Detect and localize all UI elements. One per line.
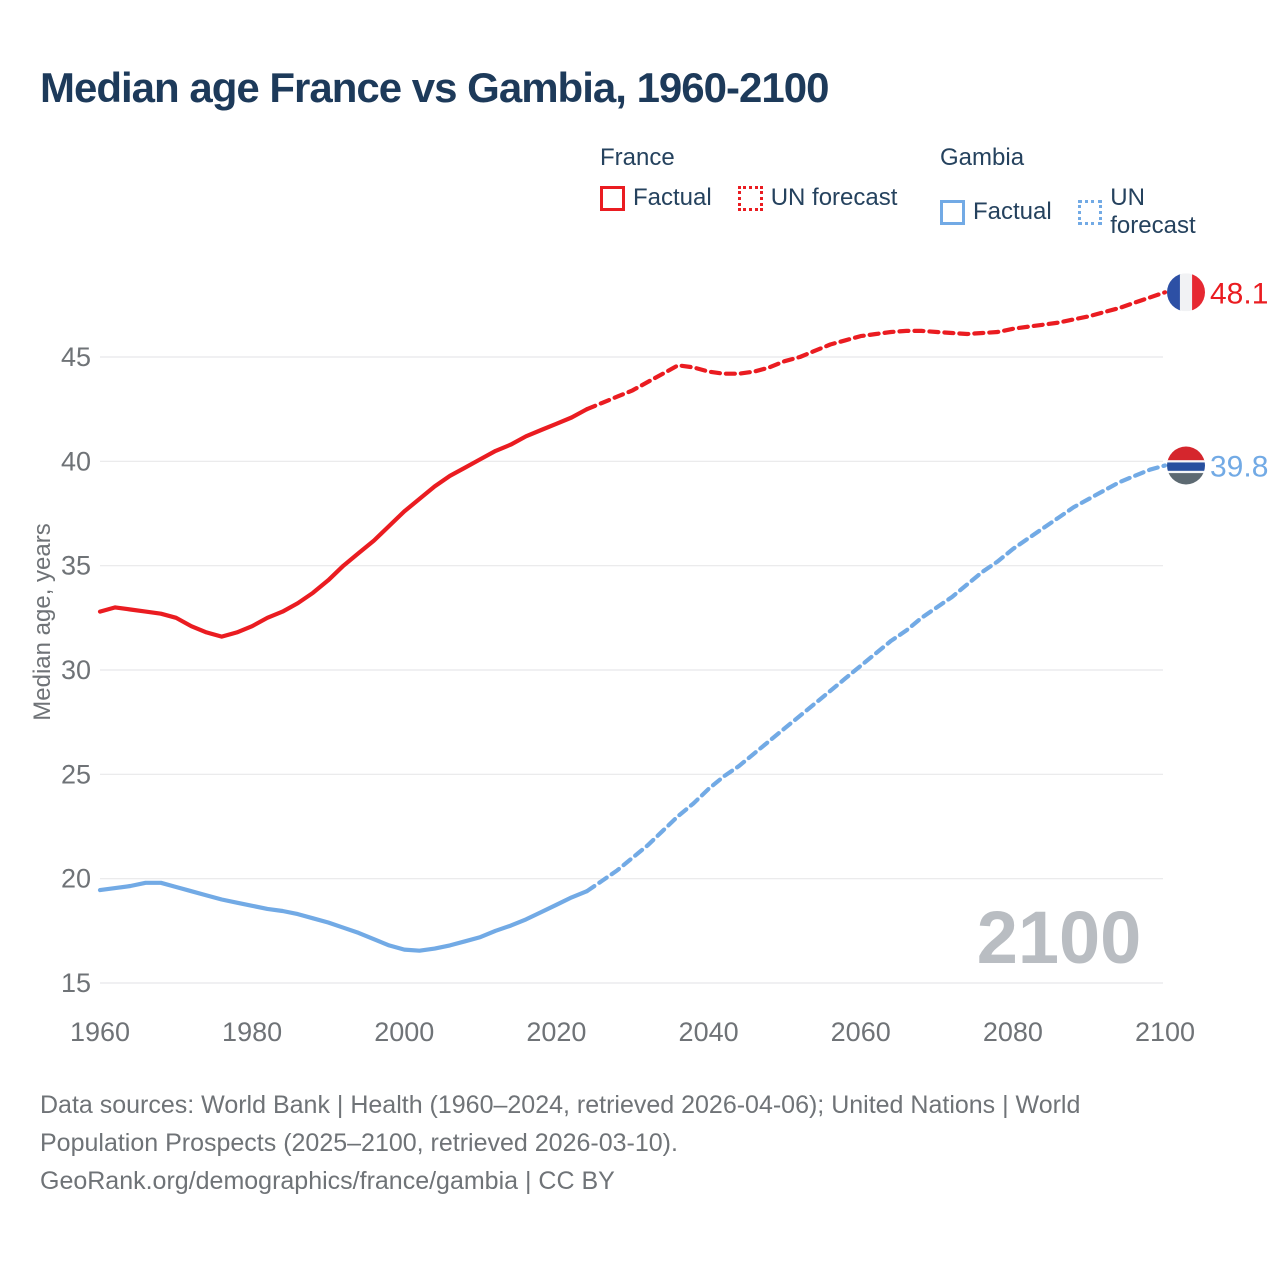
svg-text:2000: 2000 (374, 1017, 434, 1047)
legend-item-gambia-factual: Factual (940, 198, 1052, 226)
source-line-2: Population Prospects (2025–2100, retriev… (40, 1129, 678, 1157)
svg-text:20: 20 (61, 864, 91, 894)
legend-group-france: France Factual UN forecast (600, 144, 923, 212)
legend-france-row: Factual UN forecast (600, 184, 923, 212)
france-factual-swatch-icon (600, 185, 625, 211)
france-forecast-swatch-icon (737, 185, 763, 211)
svg-text:2100: 2100 (1135, 1017, 1195, 1047)
gambia-factual-swatch-icon (940, 199, 965, 225)
source-line-1: Data sources: World Bank | Health (1960–… (40, 1091, 1081, 1119)
gambia-forecast-swatch-icon (1077, 199, 1103, 225)
legend-label: UN forecast (770, 184, 898, 211)
svg-text:2020: 2020 (526, 1017, 586, 1047)
france-end-value: 48.1 (1210, 277, 1268, 310)
svg-text:2040: 2040 (679, 1017, 739, 1047)
legend-gambia-header: Gambia (940, 144, 1025, 171)
svg-text:1980: 1980 (222, 1017, 282, 1047)
legend-gambia-row: Factual UN forecast (940, 184, 1260, 240)
svg-text:45: 45 (61, 342, 91, 372)
svg-text:30: 30 (61, 655, 91, 685)
france-flag-icon (1167, 273, 1205, 312)
page-title: Median age France vs Gambia, 1960-2100 (40, 64, 829, 111)
legend-item-france-forecast: UN forecast (737, 184, 898, 212)
source-line-3: GeoRank.org/demographics/france/gambia |… (40, 1167, 615, 1195)
legend-france-header: France (600, 144, 675, 171)
svg-text:2080: 2080 (983, 1017, 1043, 1047)
gambia-flag-icon (1167, 446, 1205, 485)
chart-legend: France Factual UN forecast Gambia Factua… (600, 144, 1260, 239)
svg-text:1960: 1960 (70, 1017, 130, 1047)
svg-text:2060: 2060 (831, 1017, 891, 1047)
gambia-end-marker (1167, 446, 1205, 485)
legend-group-gambia: Gambia Factual UN forecast (940, 144, 1260, 240)
svg-text:40: 40 (61, 446, 91, 476)
svg-text:35: 35 (61, 551, 91, 581)
svg-text:25: 25 (61, 759, 91, 789)
y-axis-title: Median age, years (29, 523, 56, 720)
source-attribution: Data sources: World Bank | Health (1960–… (40, 1086, 1200, 1200)
gambia-end-value: 39.8 (1210, 451, 1268, 484)
legend-item-france-factual: Factual (600, 184, 712, 212)
legend-label: Factual (973, 198, 1052, 225)
france-end-marker (1167, 273, 1205, 312)
svg-text:15: 15 (61, 968, 91, 998)
legend-item-gambia-forecast: UN forecast (1077, 184, 1234, 240)
legend-label: UN forecast (1110, 184, 1196, 239)
legend-label: Factual (633, 184, 712, 211)
gridlines (100, 356, 1163, 984)
watermark-2100: 2100 (977, 896, 1142, 979)
y-tick-labels: 15 20 25 30 35 40 45 (61, 342, 91, 998)
x-tick-labels: 1960 1980 2000 2020 2040 2060 2080 2100 (70, 1017, 1195, 1047)
series-lines (97, 290, 1168, 953)
